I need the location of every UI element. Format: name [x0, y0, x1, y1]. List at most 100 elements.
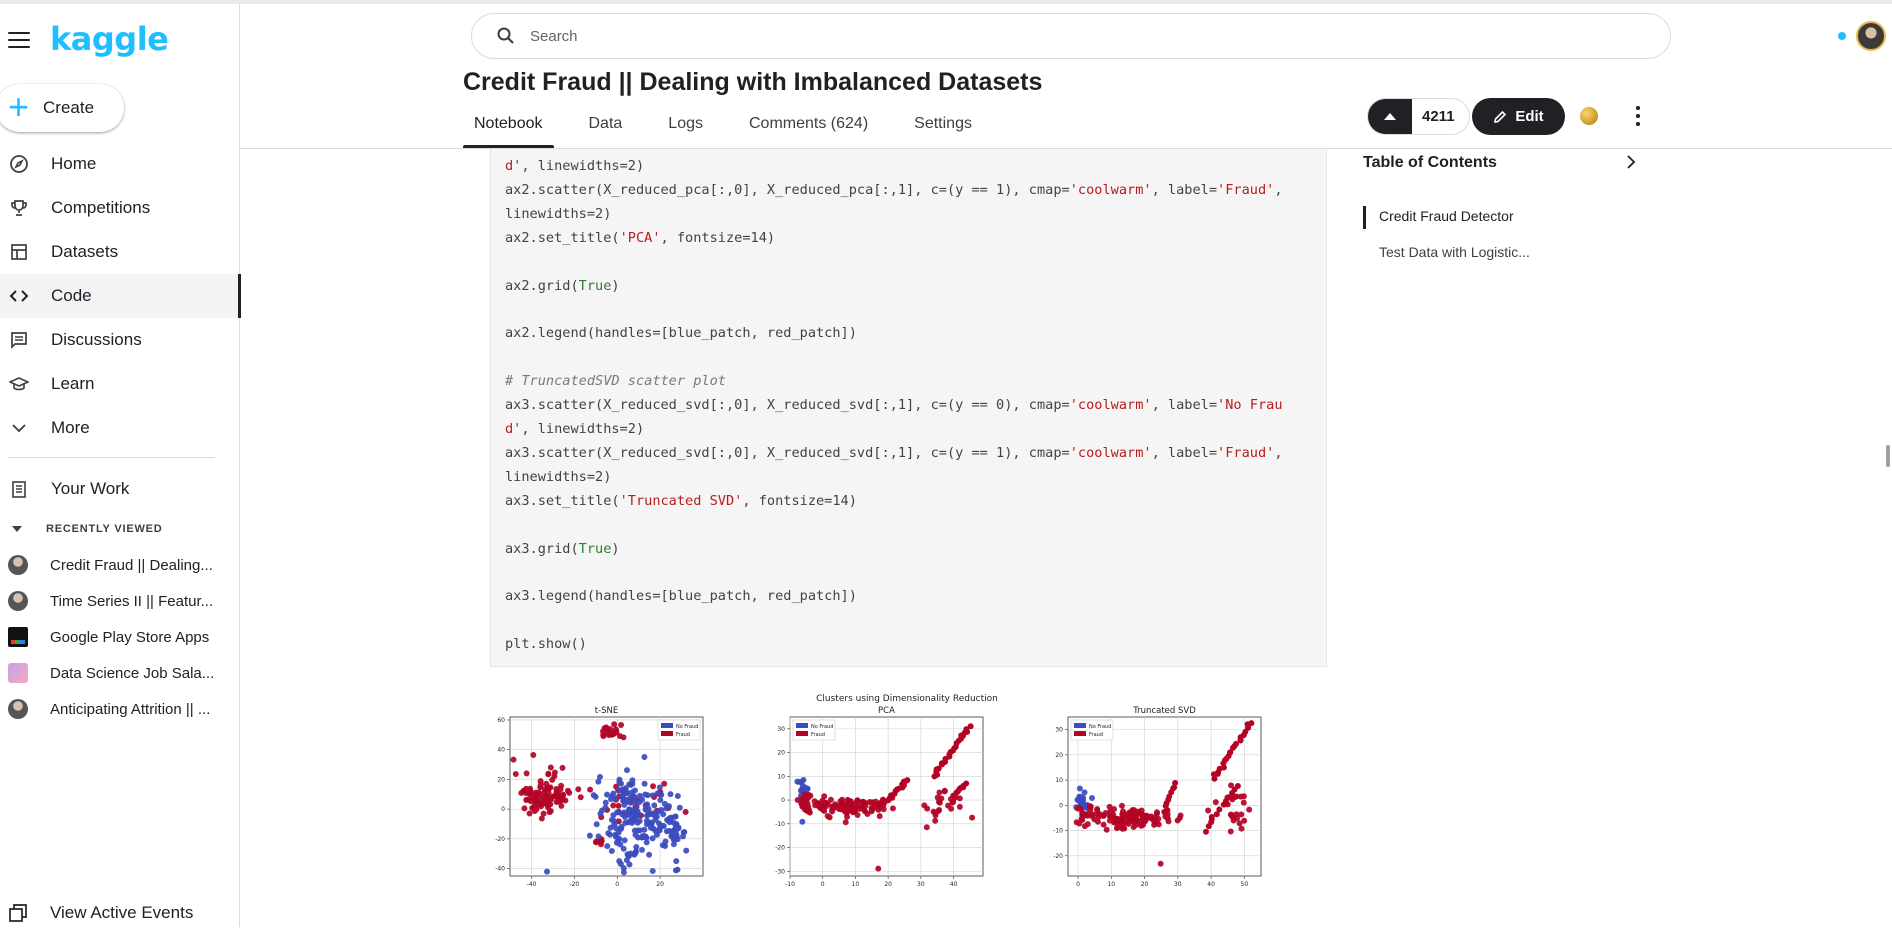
data-point	[660, 811, 667, 818]
nav-item-more[interactable]: More	[0, 406, 240, 450]
recent-item[interactable]: Anticipating Attrition || ...	[0, 691, 240, 727]
create-button[interactable]: + Create	[0, 84, 124, 132]
data-point	[523, 797, 530, 804]
data-point	[818, 805, 825, 812]
data-point	[802, 803, 809, 810]
data-point	[621, 837, 628, 844]
tab-settings[interactable]: Settings	[914, 115, 972, 132]
data-point	[829, 803, 836, 810]
data-point	[666, 819, 673, 826]
recent-item[interactable]: Time Series II || Featur...	[0, 583, 240, 619]
dataset-thumbnail	[8, 663, 28, 683]
tab-comments[interactable]: Comments (624)	[749, 115, 869, 132]
recent-item[interactable]: Google Play Store Apps	[0, 619, 240, 655]
data-point	[956, 795, 963, 802]
data-point	[1213, 811, 1220, 818]
data-point	[827, 796, 834, 803]
view-active-events-link[interactable]: View Active Events	[8, 903, 193, 923]
data-point	[1089, 794, 1096, 801]
scrollbar-thumb[interactable]	[1886, 445, 1890, 467]
data-point	[842, 819, 849, 826]
nav-label: Learn	[51, 374, 95, 393]
tab-data[interactable]: Data	[588, 115, 623, 132]
avatar	[8, 699, 28, 719]
code-line: ax3.scatter(X_reduced_svd[:,0], X_reduce…	[505, 444, 1283, 461]
nav-item-home[interactable]: Home	[0, 142, 240, 186]
legend-label: Fraud	[811, 732, 825, 738]
data-point	[655, 820, 662, 827]
nav-item-learn[interactable]: Learn	[0, 362, 240, 406]
nav-item-your-work[interactable]: Your Work	[0, 467, 240, 511]
view-active-events-label: View Active Events	[50, 903, 194, 922]
menu-icon[interactable]	[8, 32, 30, 48]
data-point	[544, 784, 551, 791]
avatar	[8, 591, 28, 611]
data-point	[1248, 720, 1255, 727]
data-point	[559, 764, 566, 771]
upvote-button[interactable]	[1368, 99, 1412, 134]
data-point	[523, 770, 530, 777]
data-point	[1246, 806, 1253, 813]
code-cell[interactable]	[490, 149, 1327, 667]
data-point	[602, 799, 609, 806]
data-point	[631, 798, 638, 805]
code-line: ax3.legend(handles=[blue_patch, red_patc…	[505, 588, 857, 605]
search-bar[interactable]	[471, 13, 1671, 59]
data-point	[604, 843, 611, 850]
recent-item[interactable]: Credit Fraud || Dealing...	[0, 547, 240, 583]
data-point	[1139, 813, 1146, 820]
recent-item[interactable]: Data Science Job Sala...	[0, 655, 240, 691]
data-point	[639, 833, 646, 840]
data-point	[605, 830, 612, 837]
data-point	[540, 810, 547, 817]
main-nav: Home Competitions Datasets Code Discussi…	[0, 142, 241, 450]
data-point	[798, 786, 805, 793]
data-point	[673, 858, 680, 865]
data-point	[1074, 805, 1081, 812]
tab-logs[interactable]: Logs	[668, 115, 703, 132]
data-point	[1242, 728, 1249, 735]
nav-item-competitions[interactable]: Competitions	[0, 186, 240, 230]
chevron-right-icon[interactable]	[1624, 153, 1638, 171]
y-tick-label: 0	[1059, 802, 1063, 809]
recent-item-label: Time Series II || Featur...	[50, 592, 214, 610]
data-point	[1102, 809, 1109, 816]
data-point	[1157, 860, 1164, 867]
user-avatar[interactable]	[1856, 21, 1886, 51]
tab-notebook[interactable]: Notebook	[463, 112, 554, 148]
y-tick-label: -30	[775, 868, 785, 875]
search-input[interactable]	[530, 27, 1530, 45]
plot-title: Truncated SVD	[1132, 706, 1196, 716]
data-point	[620, 845, 627, 852]
data-point	[551, 773, 558, 780]
data-point	[643, 839, 650, 846]
data-point	[593, 821, 600, 828]
data-point	[645, 819, 652, 826]
nav-item-datasets[interactable]: Datasets	[0, 230, 240, 274]
edit-label: Edit	[1515, 108, 1544, 125]
x-tick-label: -40	[527, 881, 537, 888]
recently-viewed-toggle[interactable]: RECENTLY VIEWED	[10, 523, 163, 535]
nav-item-code[interactable]: Code	[0, 274, 241, 318]
toc-item[interactable]: Credit Fraud Detector	[1379, 208, 1514, 224]
data-point	[1216, 806, 1223, 813]
scatter-plots-svg: Clusters using Dimensionality Reduction t…	[495, 694, 1262, 888]
data-point	[625, 798, 632, 805]
data-point	[614, 809, 621, 816]
data-point	[846, 797, 853, 804]
data-point	[661, 780, 668, 787]
y-tick-label: 30	[777, 726, 785, 733]
more-options-icon[interactable]	[1631, 106, 1645, 126]
data-point	[1119, 820, 1126, 827]
legend-swatch	[661, 723, 673, 728]
toc-item[interactable]: Test Data with Logistic...	[1379, 244, 1530, 260]
data-point	[1100, 821, 1107, 828]
y-tick-label: 20	[777, 750, 785, 757]
data-point	[1076, 820, 1083, 827]
data-point	[534, 798, 541, 805]
nav-item-discussions[interactable]: Discussions	[0, 318, 240, 362]
data-point	[889, 805, 896, 812]
y-tick-label: 60	[497, 717, 505, 724]
kaggle-logo[interactable]: kaggle	[50, 20, 169, 58]
edit-button[interactable]: Edit	[1472, 98, 1565, 135]
